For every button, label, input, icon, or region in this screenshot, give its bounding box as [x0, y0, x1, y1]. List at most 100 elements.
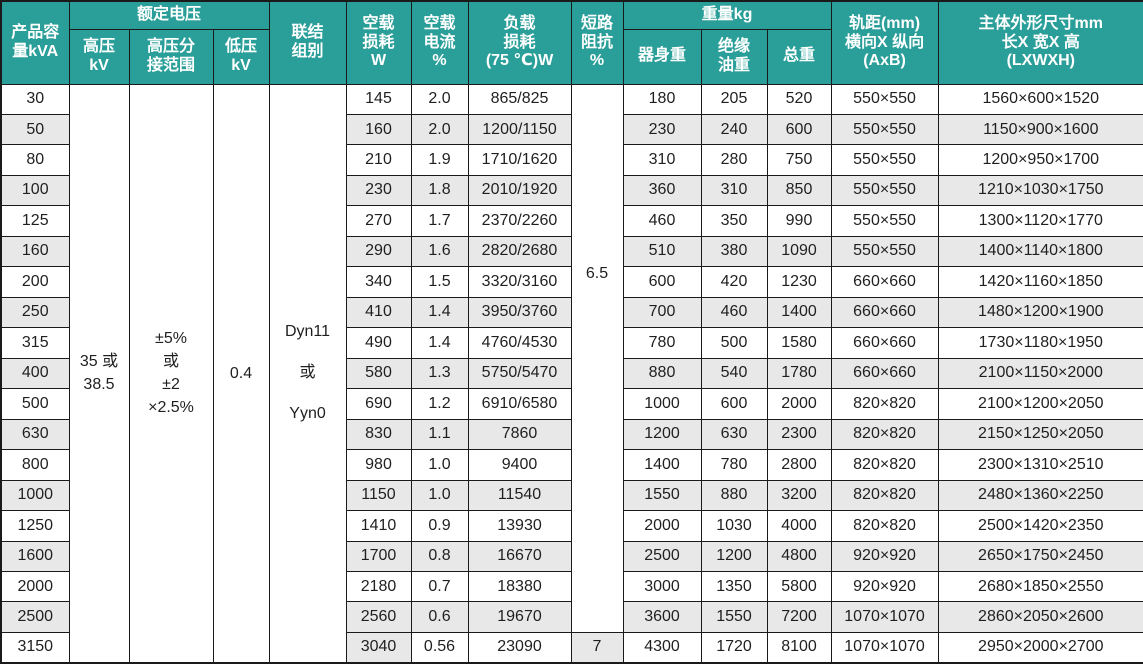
header-dimensions: 主体外形尺寸mm 长X 宽X 高 (LXWXH) — [937, 0, 1143, 85]
cell-dimensions: 1210×1030×1750 — [937, 174, 1143, 207]
cell-body-weight: 2500 — [622, 540, 702, 573]
header-impedance: 短路 阻抗 % — [570, 0, 624, 85]
table-row: 125 270 1.7 2370/2260 460 350 990 550×550 1300×1… — [0, 205, 1143, 237]
cell-total-weight: 1780 — [766, 357, 832, 390]
cell-body-weight: 4300 — [622, 631, 702, 664]
cell-body-weight: 600 — [622, 266, 702, 298]
header-body-weight: 器身重 — [622, 28, 702, 85]
cell-oil-weight: 500 — [700, 327, 768, 359]
cell-gauge: 660×660 — [830, 296, 939, 329]
cell-no-load-current: 0.9 — [410, 510, 469, 542]
cell-no-load-loss: 2560 — [345, 601, 412, 633]
cell-dimensions: 1420×1160×1850 — [937, 266, 1143, 298]
table-row: 315 490 1.4 4760/4530 780 500 1580 660×660 1730×… — [0, 327, 1143, 359]
table-row: 1600 1700 0.8 16670 2500 1200 4800 920×920 2650×… — [0, 540, 1143, 573]
cell-oil-weight: 1200 — [700, 540, 768, 573]
cell-vector-group-merged: Dyn11 或 Yyn0 — [268, 83, 347, 664]
cell-kva: 50 — [0, 113, 70, 146]
table-row: 500 690 1.2 6910/6580 1000 600 2000 820×820 2100… — [0, 388, 1143, 420]
table-row: 80 210 1.9 1710/1620 310 280 750 550×550 1200×95… — [0, 144, 1143, 176]
table-row: 30 35 或 38.5 ±5% 或 ±2 ×2.5% 0.4 Dyn11 或 Yyn0… — [0, 83, 1143, 664]
cell-kva: 800 — [0, 449, 70, 481]
cell-body-weight: 1400 — [622, 449, 702, 481]
cell-gauge: 550×550 — [830, 205, 939, 237]
cell-no-load-loss: 2180 — [345, 570, 412, 603]
cell-body-weight: 230 — [622, 113, 702, 146]
cell-total-weight: 3200 — [766, 479, 832, 512]
cell-no-load-current: 0.56 — [410, 631, 469, 664]
cell-load-loss: 6910/6580 — [467, 388, 572, 420]
cell-oil-weight: 1030 — [700, 510, 768, 542]
table-row: 1250 1410 0.9 13930 2000 1030 4000 820×820 2500×… — [0, 510, 1143, 542]
table-body: 30 35 或 38.5 ±5% 或 ±2 ×2.5% 0.4 Dyn11 或 Yyn0… — [0, 83, 1143, 664]
cell-total-weight: 750 — [766, 144, 832, 176]
cell-dimensions: 1560×600×1520 — [937, 83, 1143, 115]
cell-gauge: 820×820 — [830, 418, 939, 451]
cell-load-loss: 23090 — [467, 631, 572, 664]
cell-no-load-loss: 145 — [345, 83, 412, 115]
cell-total-weight: 850 — [766, 174, 832, 207]
cell-load-loss: 18380 — [467, 570, 572, 603]
cell-load-loss: 11540 — [467, 479, 572, 512]
table-row: 800 980 1.0 9400 1400 780 2800 820×820 2300×1310… — [0, 449, 1143, 481]
cell-kva: 200 — [0, 266, 70, 298]
cell-total-weight: 4800 — [766, 540, 832, 573]
cell-oil-weight: 460 — [700, 296, 768, 329]
cell-body-weight: 700 — [622, 296, 702, 329]
table-header: 产品容 量kVA 额定电压 联结 组别 空载 损耗 W 空载 电流 % 负载 损… — [0, 0, 1143, 85]
cell-no-load-current: 1.0 — [410, 479, 469, 512]
cell-body-weight: 1000 — [622, 388, 702, 420]
cell-total-weight: 520 — [766, 83, 832, 115]
cell-dimensions: 2480×1360×2250 — [937, 479, 1143, 512]
cell-hv-tap-range-merged: ±5% 或 ±2 ×2.5% — [128, 83, 214, 664]
cell-gauge: 820×820 — [830, 479, 939, 512]
cell-total-weight: 990 — [766, 205, 832, 237]
cell-lv-merged: 0.4 — [212, 83, 270, 664]
cell-dimensions: 1400×1140×1800 — [937, 235, 1143, 268]
cell-no-load-current: 2.0 — [410, 113, 469, 146]
cell-body-weight: 1550 — [622, 479, 702, 512]
cell-load-loss: 3950/3760 — [467, 296, 572, 329]
cell-dimensions: 2650×1750×2450 — [937, 540, 1143, 573]
cell-no-load-current: 0.6 — [410, 601, 469, 633]
cell-dimensions: 2500×1420×2350 — [937, 510, 1143, 542]
cell-no-load-loss: 230 — [345, 174, 412, 207]
cell-load-loss: 9400 — [467, 449, 572, 481]
cell-dimensions: 1300×1120×1770 — [937, 205, 1143, 237]
cell-total-weight: 2800 — [766, 449, 832, 481]
header-vector-group: 联结 组别 — [268, 0, 347, 85]
cell-no-load-current: 2.0 — [410, 83, 469, 115]
cell-gauge: 550×550 — [830, 83, 939, 115]
header-no-load-loss: 空载 损耗 W — [345, 0, 412, 85]
cell-no-load-current: 1.4 — [410, 327, 469, 359]
cell-body-weight: 3600 — [622, 601, 702, 633]
cell-load-loss: 1200/1150 — [467, 113, 572, 146]
cell-impedance-last: 7 — [570, 631, 624, 664]
cell-kva: 30 — [0, 83, 70, 115]
cell-total-weight: 1580 — [766, 327, 832, 359]
cell-gauge: 660×660 — [830, 327, 939, 359]
cell-oil-weight: 1720 — [700, 631, 768, 664]
cell-dimensions: 2150×1250×2050 — [937, 418, 1143, 451]
cell-gauge: 660×660 — [830, 266, 939, 298]
cell-body-weight: 360 — [622, 174, 702, 207]
cell-kva: 2000 — [0, 570, 70, 603]
cell-no-load-current: 1.8 — [410, 174, 469, 207]
cell-dimensions: 1730×1180×1950 — [937, 327, 1143, 359]
cell-body-weight: 1200 — [622, 418, 702, 451]
cell-kva: 3150 — [0, 631, 70, 664]
cell-kva: 160 — [0, 235, 70, 268]
cell-gauge: 820×820 — [830, 388, 939, 420]
cell-load-loss: 865/825 — [467, 83, 572, 115]
cell-kva: 500 — [0, 388, 70, 420]
table-row: 2500 2560 0.6 19670 3600 1550 7200 1070×1070 286… — [0, 601, 1143, 633]
cell-kva: 630 — [0, 418, 70, 451]
cell-body-weight: 310 — [622, 144, 702, 176]
cell-no-load-loss: 270 — [345, 205, 412, 237]
cell-no-load-current: 1.2 — [410, 388, 469, 420]
cell-total-weight: 4000 — [766, 510, 832, 542]
cell-no-load-current: 1.5 — [410, 266, 469, 298]
cell-oil-weight: 630 — [700, 418, 768, 451]
cell-no-load-loss: 1700 — [345, 540, 412, 573]
